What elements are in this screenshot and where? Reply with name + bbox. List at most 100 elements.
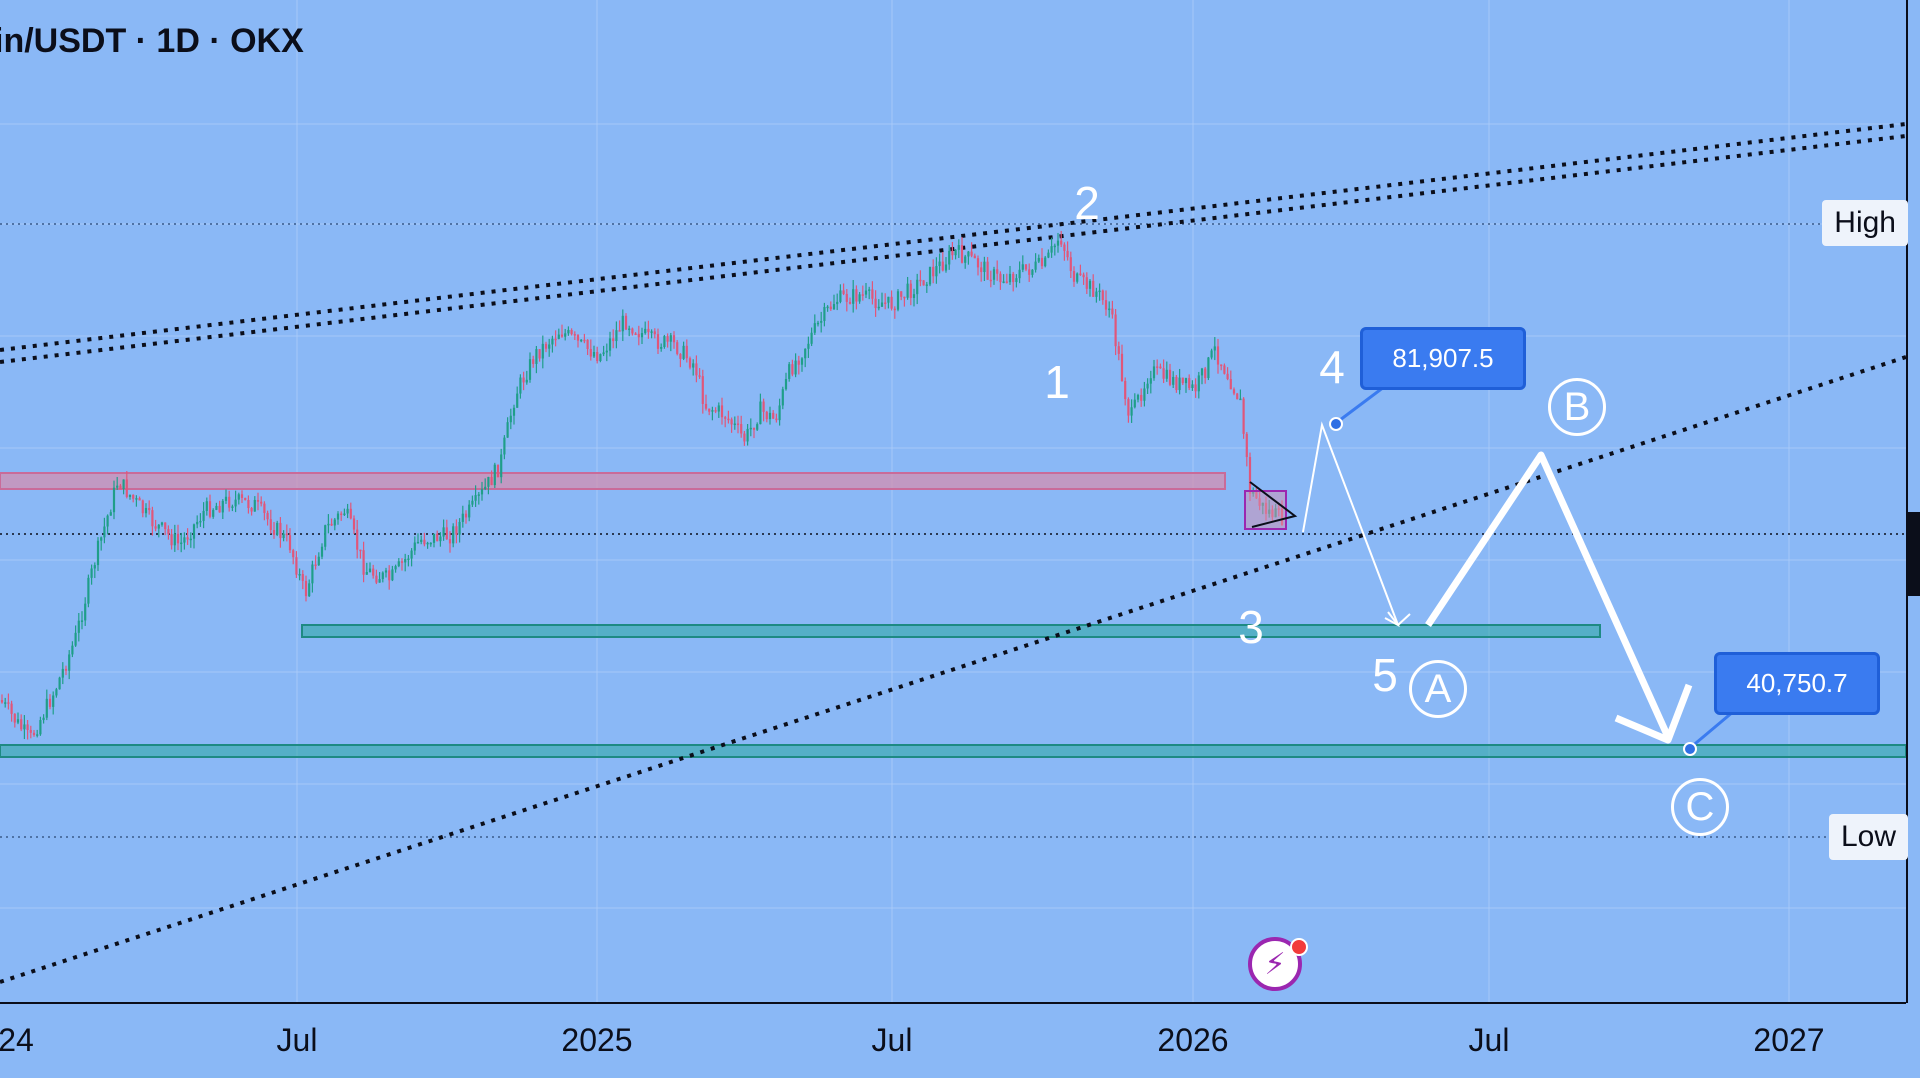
candle-body (276, 522, 279, 535)
candle-body (656, 334, 660, 349)
candle-body (1216, 346, 1220, 365)
candle-body (1181, 377, 1184, 384)
candle-body (804, 348, 807, 359)
candle-body (244, 497, 247, 500)
candle-body (976, 258, 980, 268)
candle-body (29, 729, 32, 733)
support-zone-2 (0, 744, 1907, 758)
candle-body (1098, 290, 1101, 293)
candle-body (663, 336, 666, 347)
candle-body (301, 574, 304, 581)
candle-body (538, 349, 541, 359)
candle-body (736, 423, 740, 426)
candle-body (1114, 314, 1117, 347)
candle-body (1111, 308, 1114, 315)
candle-body (285, 533, 288, 536)
candle-body (714, 410, 717, 412)
candle-body (791, 364, 794, 375)
candle-body (1101, 290, 1104, 301)
candle-body (708, 408, 711, 412)
candle-body (135, 498, 138, 500)
candle-body (938, 261, 941, 267)
candle-body (727, 418, 730, 421)
candle-body (1069, 257, 1072, 272)
candle-body (1018, 269, 1021, 279)
candle-body (266, 512, 269, 520)
candle-body (525, 379, 528, 383)
price-callout-2[interactable]: 40,750.7 (1714, 652, 1880, 715)
candle-body (1056, 240, 1060, 246)
candle-body (1060, 240, 1063, 245)
candle-body (730, 419, 733, 425)
candle-body (1031, 269, 1034, 275)
candle-body (336, 513, 340, 520)
candle-body (906, 283, 909, 298)
candle-body (269, 519, 272, 531)
wave-label-4: 4 (1319, 341, 1345, 393)
candle-body (1095, 291, 1098, 297)
candle-body (1194, 384, 1197, 392)
low-price-tag[interactable]: Low (1828, 814, 1908, 860)
projection-path-thick (1425, 451, 1672, 739)
candle-body (487, 476, 490, 487)
candle-body (1220, 364, 1223, 367)
candle-body (474, 495, 477, 501)
triangle-pattern (1249, 481, 1298, 528)
candle-body (183, 537, 186, 543)
candle-body (1184, 378, 1188, 384)
candle-body (260, 501, 263, 504)
price-callout-1[interactable]: 81,907.5 (1360, 327, 1526, 390)
candle-body (1223, 365, 1226, 374)
candle-body (960, 245, 964, 263)
candle-body (756, 424, 759, 430)
candle-body (647, 328, 650, 333)
high-price-tag[interactable]: High (1822, 200, 1908, 246)
candle-body (471, 500, 474, 505)
candle-body (644, 328, 647, 334)
candle-body (528, 359, 532, 380)
candle-body (71, 645, 74, 655)
candle-body (234, 499, 237, 507)
candle-body (519, 377, 522, 394)
candle-body (650, 331, 653, 333)
candle-body (1130, 407, 1133, 416)
candle-body (637, 333, 640, 338)
x-tick-2025: 2025 (561, 1022, 633, 1058)
candle-body (816, 322, 820, 325)
candle-body (669, 335, 672, 342)
candle-body (186, 537, 189, 540)
candle-body (1152, 366, 1156, 379)
candle-body (477, 494, 480, 496)
candle-body (832, 304, 836, 310)
candle-body (359, 549, 362, 552)
wave-label-c: C (1671, 778, 1729, 836)
candle-body (695, 363, 698, 376)
candle-body (682, 345, 685, 359)
candle-body (128, 494, 132, 497)
candle-body (1188, 378, 1191, 389)
candle-body (16, 719, 20, 723)
candle-body (1159, 366, 1162, 369)
candle-body (1178, 377, 1181, 391)
candle-body (685, 345, 688, 359)
candle-body (842, 290, 845, 294)
candle-body (461, 513, 464, 522)
candle-body (848, 301, 852, 304)
candle-body (551, 338, 554, 345)
candle-body (1162, 368, 1165, 379)
candle-body (999, 273, 1002, 283)
candle-body (452, 526, 455, 544)
candle-body (356, 529, 359, 550)
candle-body (442, 527, 445, 537)
candle-body (346, 508, 349, 514)
candle-body (90, 568, 93, 578)
candle-body (1015, 278, 1018, 283)
candle-body (621, 315, 624, 332)
candle-body (212, 509, 215, 517)
candle-body (522, 377, 525, 383)
candle-body (426, 542, 429, 545)
candle-body (352, 518, 356, 530)
candle-body (826, 306, 829, 309)
candle-body (256, 499, 260, 502)
